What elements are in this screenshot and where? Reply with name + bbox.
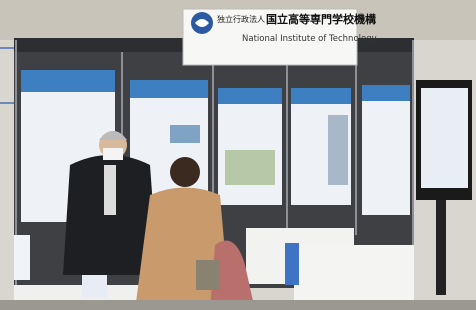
- org-name-en: National Institute of Technology: [242, 34, 377, 44]
- booth-sign: 独立行政法人 国立高等専門学校機構 National Institute of …: [183, 9, 377, 65]
- poster-header: [362, 85, 410, 101]
- booth-photo: 独立行政法人 国立高等専門学校機構 National Institute of …: [0, 0, 476, 310]
- poster-header: [218, 88, 282, 104]
- org-type: 独立行政法人: [217, 14, 265, 24]
- floor: [0, 300, 476, 310]
- monitor-stand: [436, 200, 446, 295]
- poster-header: [291, 88, 351, 104]
- org-name: 国立高等専門学校機構: [266, 12, 376, 26]
- monitor-screen: [421, 88, 468, 188]
- poster-header: [130, 80, 208, 98]
- poster-header: [21, 70, 115, 92]
- table: [294, 245, 414, 305]
- poster: [362, 85, 410, 215]
- poster: [218, 88, 282, 205]
- display: [14, 235, 30, 280]
- poster-image: [170, 125, 200, 143]
- poster-image: [328, 115, 348, 185]
- chair: [285, 243, 299, 285]
- poster-image: [225, 150, 275, 185]
